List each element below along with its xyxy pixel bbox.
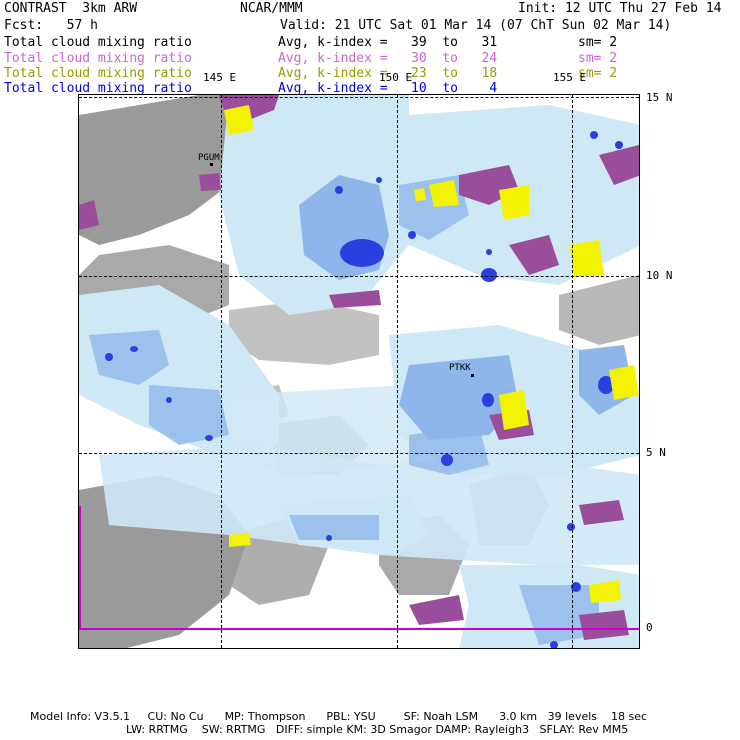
model-title: CONTRAST 3km ARW (4, 1, 138, 16)
yellow-cloud-layer (224, 105, 639, 603)
dark-cloud-cores (105, 131, 623, 648)
meridian-150e (397, 95, 398, 648)
station-label-guam: PGUM (198, 153, 220, 163)
field-stat-4: Avg, k-index = 10 to 4 (278, 81, 498, 96)
field-stat-2: Avg, k-index = 30 to 24 (278, 51, 498, 66)
forecast-hour: Fcst: 57 h (4, 18, 98, 33)
station-marker-guam (210, 163, 213, 166)
station-marker-chuuk (471, 374, 474, 377)
model-info-line-1: Model Info: V3.5.1 CU: No Cu MP: Thompso… (30, 710, 648, 723)
lat-label-equator: 0 (646, 621, 653, 634)
parallel-15n (79, 97, 639, 98)
field-name-1: Total cloud mixing ratio (4, 35, 192, 50)
equator-line (79, 628, 639, 630)
cloud-field-graphic (79, 95, 639, 648)
lon-label-145: 145 E (203, 71, 237, 84)
field-sm-1: sm= 2 (578, 35, 618, 50)
init-time: Init: 12 UTC Thu 27 Feb 14 (518, 1, 722, 16)
field-name-3: Total cloud mixing ratio (4, 66, 192, 81)
lon-label-150: 150 E (379, 71, 413, 84)
lon-label-155: 155 E (553, 71, 587, 84)
field-name-2: Total cloud mixing ratio (4, 51, 192, 66)
domain-edge-line (79, 506, 81, 630)
lat-label-5n: 5 N (646, 446, 666, 459)
parallel-5n (79, 453, 639, 454)
model-info-line-2: LW: RRTMG SW: RRTMG DIFF: simple KM: 3D … (126, 723, 629, 736)
meridian-145e (221, 95, 222, 648)
field-sm-2: sm= 2 (578, 51, 618, 66)
parallel-10n (79, 276, 639, 277)
field-sm-3: sm= 2 (578, 66, 618, 81)
lat-label-10n: 10 N (646, 269, 673, 282)
field-stat-3: Avg, k-index = 23 to 18 (278, 66, 498, 81)
center-title: NCAR/MMM (240, 1, 303, 16)
meridian-155e (572, 95, 573, 648)
cloud-map: PGUM PTKK (78, 94, 640, 649)
valid-time: Valid: 21 UTC Sat 01 Mar 14 (07 ChT Sun … (280, 18, 672, 33)
station-label-chuuk: PTKK (449, 363, 471, 373)
lat-label-15n: 15 N (646, 91, 673, 104)
field-stat-1: Avg, k-index = 39 to 31 (278, 35, 498, 50)
field-name-4: Total cloud mixing ratio (4, 81, 192, 96)
